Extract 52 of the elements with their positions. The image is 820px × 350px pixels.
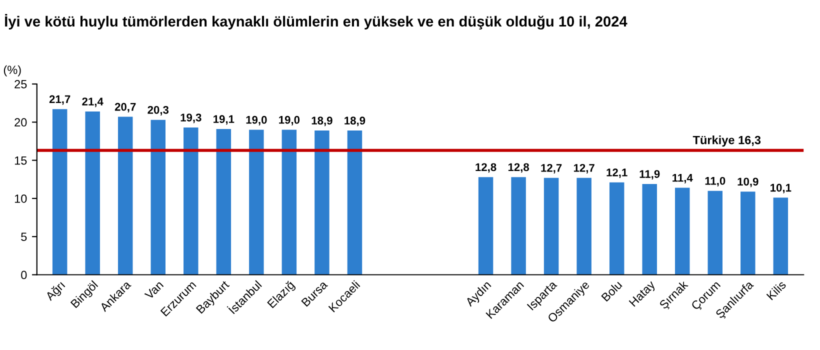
data-label: 12,7 — [541, 164, 562, 174]
data-label: 12,8 — [476, 163, 496, 173]
bar — [740, 192, 756, 275]
bar — [314, 130, 330, 275]
bar — [544, 178, 559, 275]
ref-line-label: Türkiye 16,3 — [692, 136, 761, 147]
bar — [511, 177, 526, 275]
bar — [708, 190, 723, 275]
data-label: 19,3 — [180, 114, 202, 124]
bar — [85, 111, 100, 275]
bar — [184, 127, 198, 275]
y-tick-label: 20 — [14, 118, 27, 127]
data-label: 20,3 — [148, 106, 169, 116]
bar — [347, 130, 362, 275]
y-tick-label: 0 — [21, 270, 27, 280]
data-label: 18,9 — [312, 116, 332, 126]
x-tick-label: Bolu — [600, 280, 622, 302]
y-axis-title: (%) — [4, 65, 21, 76]
data-label: 19,0 — [246, 116, 267, 126]
data-label: 19,0 — [279, 116, 300, 126]
data-label: 11,4 — [672, 174, 693, 184]
data-label: 10,9 — [738, 178, 758, 188]
bar — [118, 116, 133, 275]
y-tick-label: 25 — [14, 80, 27, 88]
bar — [576, 178, 592, 275]
y-tick-label: 15 — [14, 156, 27, 165]
x-tick-label: Ağrı — [44, 280, 67, 303]
data-label: 11,9 — [640, 170, 660, 180]
y-tick-label: 5 — [21, 232, 27, 241]
bar — [642, 184, 657, 275]
chart-title: İyi ve kötü huylu tümörlerden kaynaklı ölümlerin en yüksek ve en düşük olduğu 10 il, 2024 — [5, 14, 628, 30]
data-label: 10,1 — [770, 184, 792, 194]
data-label: 19,1 — [214, 115, 234, 125]
data-label: 21,7 — [49, 95, 70, 105]
bar — [150, 120, 166, 275]
bar — [478, 177, 494, 275]
data-label: 21,4 — [82, 98, 104, 108]
data-label: 11,0 — [705, 176, 726, 186]
bar — [52, 109, 68, 275]
data-label: 20,7 — [114, 102, 136, 112]
y-tick-label: 10 — [14, 194, 27, 203]
x-tick-label: Kilis — [766, 280, 786, 300]
bar — [282, 130, 297, 275]
data-label: 12,1 — [606, 168, 628, 178]
data-label: 18,9 — [344, 116, 366, 126]
data-label: 12,7 — [574, 164, 594, 174]
bar — [675, 188, 690, 275]
bar — [216, 129, 232, 275]
data-label: 12,8 — [508, 163, 530, 173]
bar — [773, 198, 788, 275]
bar — [609, 182, 624, 275]
bar — [249, 130, 264, 275]
